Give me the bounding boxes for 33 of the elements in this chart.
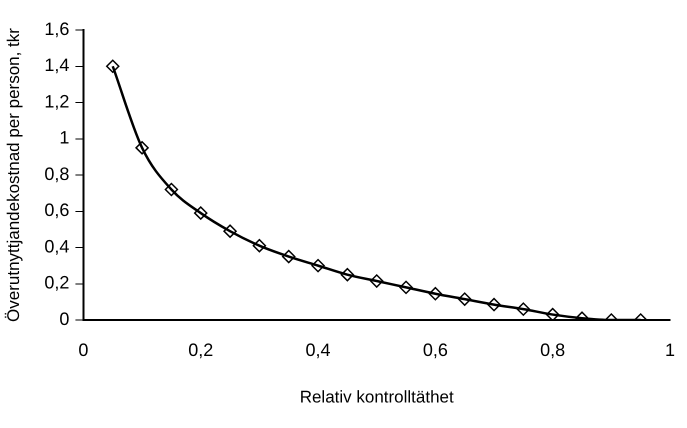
x-axis-title: Relativ kontrolltäthet xyxy=(300,387,454,406)
y-tick-label: 0,4 xyxy=(44,236,70,256)
x-tick-label: 0 xyxy=(78,340,88,360)
y-tick-label: 1,6 xyxy=(44,18,70,39)
x-tick-label: 1 xyxy=(664,340,675,360)
y-tick-label: 1,2 xyxy=(44,91,70,112)
point xyxy=(223,224,237,238)
point xyxy=(106,60,120,73)
point xyxy=(487,298,501,312)
point xyxy=(340,268,354,282)
y-tick-label: 0,6 xyxy=(44,200,70,220)
point xyxy=(428,286,442,300)
point xyxy=(164,182,178,196)
point xyxy=(399,280,413,294)
x-tick-label: 0,6 xyxy=(422,340,448,360)
x-tick-label: 0,8 xyxy=(540,340,566,360)
point xyxy=(252,238,266,252)
y-tick-label: 0,2 xyxy=(44,272,70,293)
y-axis-title: Överutnyttjandekostnad per person, tkr xyxy=(4,28,23,322)
y-tick-label: 0,8 xyxy=(44,164,70,184)
y-tick-label: 0 xyxy=(59,308,70,329)
point xyxy=(135,141,149,155)
x-tick-label: 0,4 xyxy=(306,340,331,360)
y-tick-label: 1 xyxy=(59,128,70,148)
point xyxy=(282,250,296,264)
point xyxy=(458,292,472,306)
point xyxy=(370,274,384,288)
x-tick-label: 0,2 xyxy=(188,340,214,360)
point xyxy=(311,258,325,272)
point xyxy=(194,206,208,220)
point xyxy=(516,302,530,316)
point xyxy=(546,308,560,320)
y-tick-label: 1,4 xyxy=(44,55,70,76)
